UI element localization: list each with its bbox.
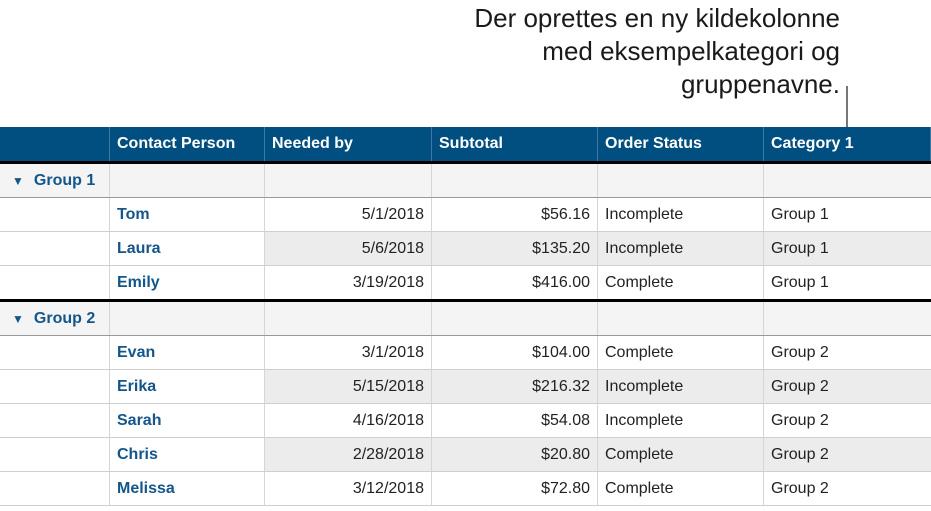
table-cell[interactable]: Group 1: [764, 232, 931, 265]
table-cell[interactable]: $54.08: [432, 404, 598, 437]
table-cell[interactable]: [0, 438, 110, 471]
table-cell[interactable]: [598, 164, 764, 197]
table-cell[interactable]: [0, 404, 110, 437]
table-cell[interactable]: 3/12/2018: [265, 472, 432, 505]
table-row: Erika 5/15/2018 $216.32 Incomplete Group 2: [0, 370, 931, 404]
table-row: Tom 5/1/2018 $56.16 Incomplete Group 1: [0, 198, 931, 232]
column-header[interactable]: Needed by: [265, 127, 432, 161]
table-cell[interactable]: Complete: [598, 266, 764, 299]
table-row: Melissa 3/12/2018 $72.80 Complete Group 2: [0, 472, 931, 506]
header-row: Contact Person Needed by Subtotal Order Sta…: [0, 127, 931, 164]
table-cell[interactable]: [0, 472, 110, 505]
table-cell[interactable]: $20.80: [432, 438, 598, 471]
table-cell[interactable]: Group 2: [771, 343, 829, 361]
table-cell[interactable]: [265, 302, 432, 335]
table-cell[interactable]: [265, 164, 432, 197]
callout-leader-line: [846, 86, 848, 127]
column-header[interactable]: Category 1: [764, 127, 931, 161]
table-cell[interactable]: 2/28/2018: [265, 438, 432, 471]
disclosure-triangle-icon[interactable]: ▼: [12, 173, 24, 188]
group-label-cell[interactable]: ▼ Group 2: [0, 302, 110, 335]
table-row: Evan 3/1/2018 $104.00 Complete Group 2: [0, 336, 931, 370]
orders-table: Contact Person Needed by Subtotal Order Sta…: [0, 127, 931, 506]
table-cell[interactable]: Incomplete: [598, 198, 764, 231]
table-cell[interactable]: [764, 164, 931, 197]
table-cell[interactable]: Group 1: [771, 205, 829, 223]
table-cell[interactable]: Complete: [598, 336, 764, 369]
table-cell[interactable]: [0, 232, 110, 265]
table-cell[interactable]: 5/15/2018: [265, 370, 432, 403]
table-cell[interactable]: Incomplete: [598, 232, 764, 265]
table-cell[interactable]: $135.20: [432, 232, 598, 265]
contact-name-cell[interactable]: Melissa: [110, 472, 265, 505]
contact-name-cell[interactable]: Tom: [110, 198, 265, 231]
table-cell[interactable]: Incomplete: [598, 404, 764, 437]
table-cell[interactable]: Group 2: [764, 370, 931, 403]
table-cell[interactable]: Group 2: [771, 411, 829, 429]
group-label: Group 1: [33, 171, 96, 189]
table-cell[interactable]: [764, 302, 931, 335]
table-cell[interactable]: 3/19/2018: [265, 266, 432, 299]
contact-name-cell[interactable]: Laura: [110, 232, 265, 265]
table-row: Chris 2/28/2018 $20.80 Complete Group 2: [0, 438, 931, 472]
table-cell[interactable]: 5/1/2018: [265, 198, 432, 231]
table-cell[interactable]: Complete: [598, 438, 764, 471]
contact-name-cell[interactable]: Emily: [110, 266, 265, 299]
column-header[interactable]: Subtotal: [432, 127, 598, 161]
table-cell[interactable]: [432, 164, 598, 197]
table-cell[interactable]: 5/6/2018: [265, 232, 432, 265]
table-row: Emily 3/19/2018 $416.00 Complete Group 1: [0, 266, 931, 302]
table-cell[interactable]: $104.00: [432, 336, 598, 369]
table-cell[interactable]: [0, 370, 110, 403]
contact-name-cell[interactable]: Erika: [110, 370, 265, 403]
table-cell[interactable]: Group 1: [771, 273, 829, 291]
contact-name-cell[interactable]: Evan: [110, 336, 265, 369]
contact-name-cell[interactable]: Chris: [110, 438, 265, 471]
group-label-cell[interactable]: ▼ Group 1: [0, 164, 110, 197]
table-cell[interactable]: Complete: [598, 472, 764, 505]
table-cell[interactable]: [598, 302, 764, 335]
column-header[interactable]: Contact Person: [110, 127, 265, 161]
table-row: Sarah 4/16/2018 $54.08 Incomplete Group 2: [0, 404, 931, 438]
table-cell[interactable]: [0, 336, 110, 369]
table-cell[interactable]: [432, 302, 598, 335]
column-header[interactable]: Order Status: [598, 127, 764, 161]
group-row[interactable]: ▼ Group 2: [0, 302, 931, 336]
table-cell[interactable]: Group 2: [771, 479, 829, 497]
table-cell[interactable]: Incomplete: [598, 370, 764, 403]
table-cell[interactable]: [0, 198, 110, 231]
table-cell[interactable]: [110, 302, 265, 335]
table-cell[interactable]: $416.00: [432, 266, 598, 299]
table-cell[interactable]: Group 2: [764, 438, 931, 471]
table-cell[interactable]: [0, 266, 110, 299]
table-cell[interactable]: [110, 164, 265, 197]
callout-text: Der oprettes en ny kildekolonne med ekse…: [474, 2, 840, 101]
contact-name-cell[interactable]: Sarah: [110, 404, 265, 437]
column-header[interactable]: [0, 127, 110, 161]
table-cell[interactable]: $216.32: [432, 370, 598, 403]
table-cell[interactable]: 3/1/2018: [265, 336, 432, 369]
table-row: Laura 5/6/2018 $135.20 Incomplete Group 1: [0, 232, 931, 266]
disclosure-triangle-icon[interactable]: ▼: [12, 311, 24, 326]
group-label: Group 2: [33, 309, 96, 327]
group-row[interactable]: ▼ Group 1: [0, 164, 931, 198]
callout-line: Der oprettes en ny kildekolonne: [474, 3, 840, 33]
callout-line: med eksempelkategori og: [542, 36, 840, 66]
callout-line: gruppenavne.: [680, 69, 840, 99]
table-cell[interactable]: $72.80: [432, 472, 598, 505]
table-cell[interactable]: 4/16/2018: [265, 404, 432, 437]
table-cell[interactable]: $56.16: [432, 198, 598, 231]
